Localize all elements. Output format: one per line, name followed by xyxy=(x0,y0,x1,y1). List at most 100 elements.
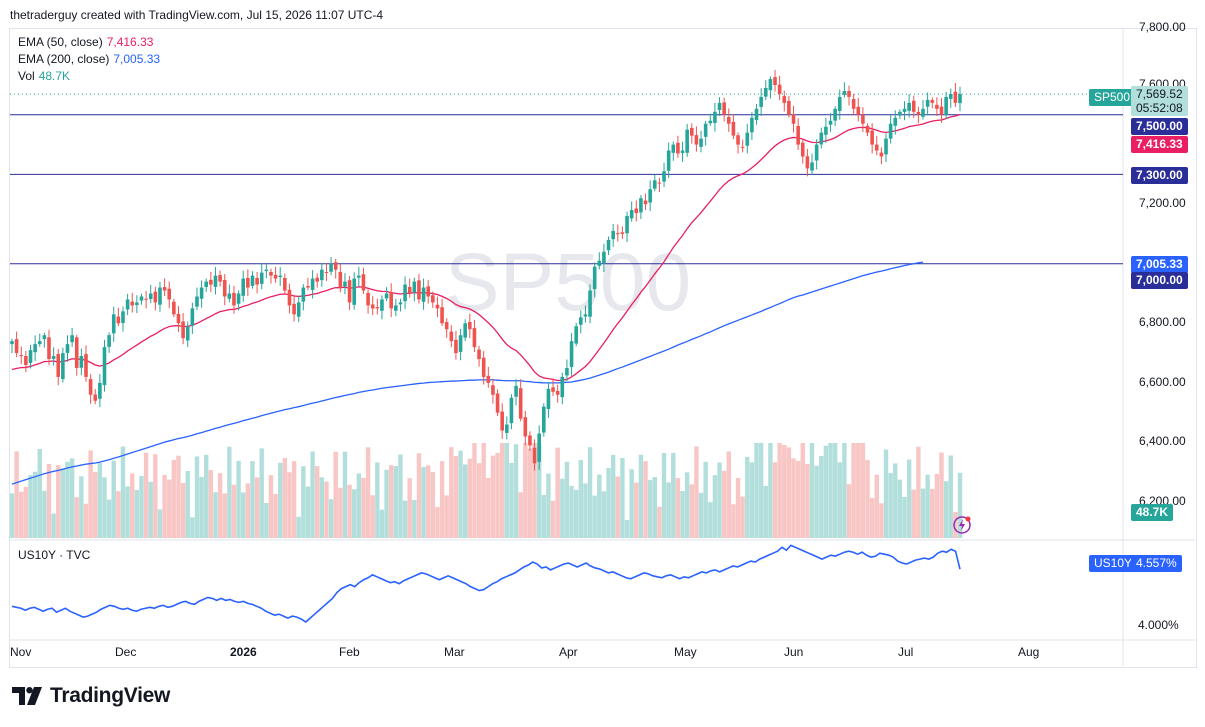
volume-bar xyxy=(51,513,56,538)
volume-bar xyxy=(199,476,204,538)
volume-bar xyxy=(310,451,315,538)
volume-bar xyxy=(597,474,602,538)
volume-bar xyxy=(948,455,953,538)
volume-bar xyxy=(893,463,898,538)
volume-bar xyxy=(879,503,884,538)
volume-bar xyxy=(689,484,694,538)
candle-body xyxy=(814,144,819,161)
volume-bar xyxy=(726,451,731,538)
candle-body xyxy=(199,287,204,299)
candle-body xyxy=(555,390,560,395)
candle-body xyxy=(125,299,130,310)
volume-bar xyxy=(416,453,422,538)
time-axis-label: Aug xyxy=(1018,645,1040,659)
time-axis-label: Nov xyxy=(10,645,32,659)
volume-bar xyxy=(120,446,126,538)
volume-bar xyxy=(772,462,778,538)
candle-body xyxy=(33,344,37,353)
ema50-legend[interactable]: EMA (50, close) 7,416.33 xyxy=(18,34,153,50)
candle-body xyxy=(84,354,88,377)
volume-bar xyxy=(315,466,320,538)
volume-bar xyxy=(513,444,519,538)
tradingview-logo[interactable]: TradingView xyxy=(12,684,170,708)
candle-body xyxy=(856,106,861,115)
candle-body xyxy=(810,162,814,171)
candle-body xyxy=(740,146,745,148)
volume-bar xyxy=(920,488,926,538)
candle-body xyxy=(440,307,444,324)
candle-body xyxy=(847,90,851,97)
candle-body xyxy=(366,292,370,306)
chart-frame[interactable] xyxy=(9,28,1197,668)
volume-bar xyxy=(740,496,745,538)
volume-bar xyxy=(167,479,172,538)
volume-bar xyxy=(430,471,436,538)
candle-body xyxy=(65,344,70,353)
volume-bar xyxy=(185,471,190,538)
volume-bar xyxy=(523,443,528,538)
candle-body xyxy=(477,349,481,360)
candle-body xyxy=(79,356,84,368)
volume-bar xyxy=(874,474,879,538)
volume-legend[interactable]: Vol 48.7K xyxy=(18,68,70,84)
candle-body xyxy=(579,317,583,325)
volume-bar xyxy=(832,443,838,538)
volume-bar xyxy=(278,462,283,538)
replay-icon-dot xyxy=(965,516,971,522)
candle-body xyxy=(468,322,472,330)
volume-bar xyxy=(93,471,98,538)
candle-body xyxy=(921,108,925,117)
volume-bar xyxy=(245,483,251,538)
ema50-line xyxy=(11,113,961,382)
candle-body xyxy=(37,341,42,345)
us10y-legend[interactable]: US10Y · TVC xyxy=(18,548,91,562)
candle-body xyxy=(51,356,56,359)
volume-bar xyxy=(333,451,338,538)
volume-bar xyxy=(157,509,163,538)
volume-bar xyxy=(143,452,149,538)
candle-body xyxy=(874,144,879,151)
candle-body xyxy=(898,111,902,116)
volume-bar xyxy=(250,461,255,538)
volume-bar xyxy=(930,488,935,538)
candle-body xyxy=(278,275,283,278)
volume-bar xyxy=(476,463,482,538)
volume-bar xyxy=(717,462,722,538)
candle-body xyxy=(865,125,870,133)
volume-bar xyxy=(800,443,805,538)
volume-bar xyxy=(546,473,551,538)
candle-body xyxy=(833,108,837,121)
candle-body xyxy=(532,447,537,464)
candle-body xyxy=(884,138,888,155)
candle-body xyxy=(361,274,366,291)
volume-bar xyxy=(578,459,583,538)
candle-body xyxy=(805,156,810,169)
price-tick-label: 6,400.00 xyxy=(1139,434,1186,449)
candle-body xyxy=(144,298,148,300)
candle-body xyxy=(791,114,796,124)
volume-bar xyxy=(768,443,773,538)
candle-body xyxy=(569,341,574,368)
candle-body xyxy=(505,424,509,433)
candle-body xyxy=(639,198,643,213)
candle-body xyxy=(380,299,384,311)
volume-bar xyxy=(46,464,52,538)
volume-bar xyxy=(509,462,514,538)
candle-body xyxy=(754,108,759,120)
ema200-legend[interactable]: EMA (200, close) 7,005.33 xyxy=(18,51,160,67)
candle-body xyxy=(916,111,921,115)
volume-bar xyxy=(375,462,380,538)
volume-bar xyxy=(342,451,348,538)
volume-bar xyxy=(634,482,639,538)
candle-body xyxy=(296,302,301,317)
volume-bar xyxy=(254,477,260,538)
candle-body xyxy=(907,102,911,111)
volume-bar xyxy=(620,457,625,538)
volume-bar xyxy=(153,454,158,538)
volume-bar xyxy=(805,463,810,538)
volume-bar xyxy=(204,454,209,538)
candle-body xyxy=(14,339,19,354)
candle-body xyxy=(528,435,532,446)
volume-bar xyxy=(749,462,755,538)
